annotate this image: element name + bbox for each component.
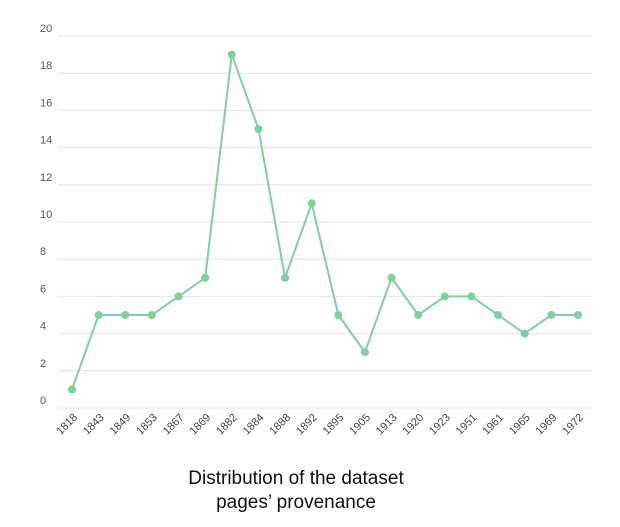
- x-tick-label: 1882: [214, 412, 240, 438]
- x-tick-label: 1867: [161, 412, 187, 438]
- data-point: [254, 125, 263, 133]
- series-polyline: [71, 53, 578, 390]
- y-tick-label: 14: [40, 135, 52, 147]
- data-point: [360, 348, 369, 357]
- x-tick-label: 1884: [241, 412, 267, 438]
- y-tick-label: 6: [40, 283, 46, 295]
- x-tick-label: 1853: [134, 412, 160, 438]
- y-tick-label: 0: [40, 395, 46, 407]
- x-tick-label: 1913: [374, 412, 400, 438]
- caption-line-2: pages’ provenance: [216, 492, 376, 513]
- x-tick-label: 1905: [347, 412, 373, 438]
- y-tick-label: 10: [40, 209, 52, 221]
- grid-lines: [58, 35, 592, 409]
- chart-caption: Distribution of the dataset pages’ prove…: [0, 467, 592, 515]
- data-point: [174, 292, 183, 301]
- y-axis-ticks: 0 2 4 6 8 10 12 14 16 18 20: [40, 23, 52, 407]
- data-point: [467, 292, 476, 301]
- data-point: [94, 311, 103, 319]
- data-point: [494, 311, 503, 319]
- x-axis-ticks: 1818 1843 1849 1853 1867 1869 1882 1884 1888 1892…: [54, 412, 586, 438]
- x-tick-label: 1965: [507, 412, 533, 438]
- x-tick-label: 1961: [480, 412, 506, 438]
- x-tick-label: 1849: [108, 412, 134, 438]
- series-line: [71, 53, 578, 390]
- y-tick-label: 20: [40, 23, 52, 35]
- y-tick-label: 2: [40, 358, 46, 370]
- x-tick-label: 1888: [267, 412, 293, 438]
- x-tick-label: 1895: [321, 412, 347, 438]
- data-point: [68, 385, 76, 394]
- data-point: [334, 311, 343, 319]
- y-tick-label: 16: [40, 97, 52, 109]
- x-tick-label: 1972: [560, 412, 586, 438]
- x-tick-label: 1969: [534, 412, 560, 438]
- x-tick-label: 1818: [54, 412, 80, 438]
- y-tick-label: 4: [40, 321, 46, 333]
- data-point: [201, 273, 210, 282]
- data-point: [121, 311, 130, 319]
- data-point: [414, 311, 423, 319]
- data-point: [547, 311, 556, 319]
- data-points: [68, 50, 582, 394]
- x-tick-label: 1920: [401, 412, 427, 438]
- y-tick-label: 8: [40, 246, 46, 258]
- data-point: [281, 273, 290, 282]
- x-tick-label: 1892: [294, 412, 320, 438]
- y-tick-label: 18: [40, 60, 52, 72]
- data-point: [520, 329, 529, 338]
- data-point: [307, 199, 316, 208]
- caption-line-1: Distribution of the dataset: [188, 468, 404, 489]
- data-point: [440, 292, 449, 301]
- data-point: [574, 311, 582, 319]
- x-tick-label: 1951: [454, 412, 480, 438]
- x-tick-label: 1923: [427, 412, 453, 438]
- data-point: [147, 311, 156, 319]
- data-point: [227, 50, 236, 59]
- data-point: [387, 273, 396, 282]
- x-tick-label: 1869: [187, 412, 213, 438]
- x-tick-label: 1843: [81, 412, 107, 438]
- y-tick-label: 12: [40, 172, 52, 184]
